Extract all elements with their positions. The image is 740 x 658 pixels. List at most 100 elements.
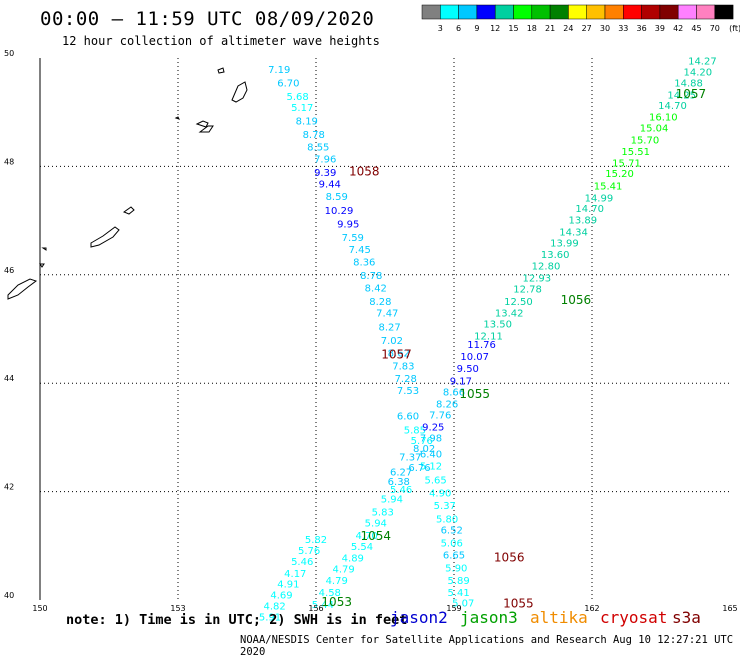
- swh-value: 6.38: [388, 477, 410, 488]
- swh-value: 13.89: [568, 216, 597, 227]
- swh-value: 15.20: [605, 169, 634, 180]
- pass-1057: 14.2714.2014.8814.2514.7016.1015.0415.70…: [474, 57, 717, 343]
- swh-value: 8.02: [413, 444, 435, 455]
- swh-value: 7.59: [342, 233, 364, 244]
- color-scale-label: 27: [582, 24, 592, 33]
- footer-note: note: 1) Time is in UTC; 2) SWH is in fe…: [66, 612, 408, 628]
- pass-1058: 7.196.705.685.178.198.788.557.969.399.44…: [268, 65, 474, 610]
- swh-value: 5.46: [390, 485, 412, 496]
- swh-value: 9.95: [337, 219, 359, 230]
- swh-value: 15.04: [640, 123, 669, 134]
- color-swatch: [641, 4, 661, 20]
- swh-value: 6.76: [408, 463, 430, 474]
- x-tick-label: 162: [584, 604, 599, 613]
- pass-1057: 1057: [381, 347, 412, 361]
- color-scale-label: (ft): [729, 24, 740, 33]
- swh-value: 6.27: [390, 468, 412, 479]
- swh-value: 6.60: [397, 412, 419, 423]
- coastline: [7, 67, 248, 300]
- color-scale-label: 30: [600, 24, 610, 33]
- swh-value: 8.78: [303, 130, 325, 141]
- pass-1056: 1056: [561, 293, 592, 307]
- color-scale-label: 24: [563, 24, 573, 33]
- color-scale-label: 6: [456, 24, 461, 33]
- swh-value: 15.70: [631, 135, 660, 146]
- swh-value: 4.69: [270, 591, 292, 602]
- swh-value: 7.76: [429, 411, 451, 422]
- swh-value: 4.91: [277, 580, 299, 591]
- grid: [39, 58, 730, 600]
- swh-value: 7.98: [420, 433, 442, 444]
- y-tick-label: 50: [4, 49, 14, 58]
- swh-value: 5.85: [404, 425, 426, 436]
- swh-value: 8.59: [326, 192, 348, 203]
- swh-value: 7.45: [349, 245, 371, 256]
- swh-value: 9.25: [422, 423, 444, 434]
- y-tick-label: 42: [4, 483, 14, 492]
- swh-value: 10.29: [325, 206, 354, 217]
- color-swatch: [513, 4, 533, 20]
- swh-value: 9.44: [319, 180, 341, 191]
- swh-value: 8.62: [388, 348, 410, 359]
- swh-value: 5.76: [298, 546, 320, 557]
- color-scale-label: 70: [710, 24, 720, 33]
- swh-value: 8.36: [353, 257, 375, 268]
- swh-value: 5.41: [447, 588, 469, 599]
- color-scale-label: 12: [490, 24, 500, 33]
- swh-value: 14.20: [683, 68, 712, 79]
- swh-value: 15.71: [612, 159, 641, 170]
- y-tick-label: 40: [4, 591, 14, 600]
- swh-value: 4.79: [332, 565, 354, 576]
- swh-value: 5.37: [434, 501, 456, 512]
- swh-value: 5.76: [411, 436, 433, 447]
- swh-value: 16.10: [649, 113, 678, 124]
- swh-value: 11.76: [467, 340, 496, 351]
- swh-value: 7.28: [395, 374, 417, 385]
- legend-jason3: jason3: [460, 608, 518, 627]
- swh-value: 5.82: [305, 535, 327, 546]
- color-scale-label: 18: [527, 24, 537, 33]
- swh-value: 7.96: [314, 154, 336, 165]
- swh-value: 7.53: [397, 386, 419, 397]
- swh-value: 5.91: [259, 612, 281, 623]
- swh-value: 5.44: [312, 600, 334, 611]
- swh-value: 13.42: [495, 309, 524, 320]
- swh-value: 4.17: [284, 569, 306, 580]
- y-tick-label: 44: [4, 374, 14, 383]
- swh-value: 13.99: [550, 238, 579, 249]
- swh-value: 8.27: [378, 322, 400, 333]
- swh-value: 8.66: [443, 387, 465, 398]
- color-swatch: [440, 4, 459, 20]
- swh-value: 14.34: [559, 227, 588, 238]
- x-tick-label: 150: [32, 604, 47, 613]
- swh-value: 12.93: [522, 274, 551, 285]
- swh-value: 7.83: [392, 361, 414, 372]
- x-tick-label: 165: [722, 604, 737, 613]
- swh-value: 12.50: [504, 297, 533, 308]
- swh-value: 4.70: [355, 531, 377, 542]
- color-scale-label: 36: [637, 24, 647, 33]
- swh-value: 5.07: [452, 599, 474, 610]
- color-scale-label: 42: [673, 24, 683, 33]
- y-tick-label: 46: [4, 266, 14, 275]
- swh-value: 5.83: [372, 508, 394, 519]
- pass-1055: 11.7610.079.509.178.668.267.769.257.988.…: [312, 340, 496, 611]
- legend-altika: altika: [530, 608, 588, 627]
- swh-value: 5.68: [286, 92, 308, 103]
- color-swatch: [696, 4, 716, 20]
- swh-value: 4.58: [319, 588, 341, 599]
- color-swatch: [568, 4, 587, 20]
- swh-value: 5.90: [445, 563, 467, 574]
- swh-value: 14.25: [667, 90, 696, 101]
- x-tick-label: 156: [308, 604, 323, 613]
- swh-value: 13.60: [541, 250, 570, 261]
- swh-value: 12.11: [474, 332, 503, 343]
- swh-value: 6.65: [443, 550, 465, 561]
- pass-label: 1057: [676, 87, 707, 101]
- color-swatch: [659, 4, 679, 20]
- swh-value: 13.50: [483, 320, 512, 331]
- color-scale-label: 39: [655, 24, 665, 33]
- swh-value: 5.46: [291, 557, 313, 568]
- y-tick-label: 48: [4, 157, 14, 166]
